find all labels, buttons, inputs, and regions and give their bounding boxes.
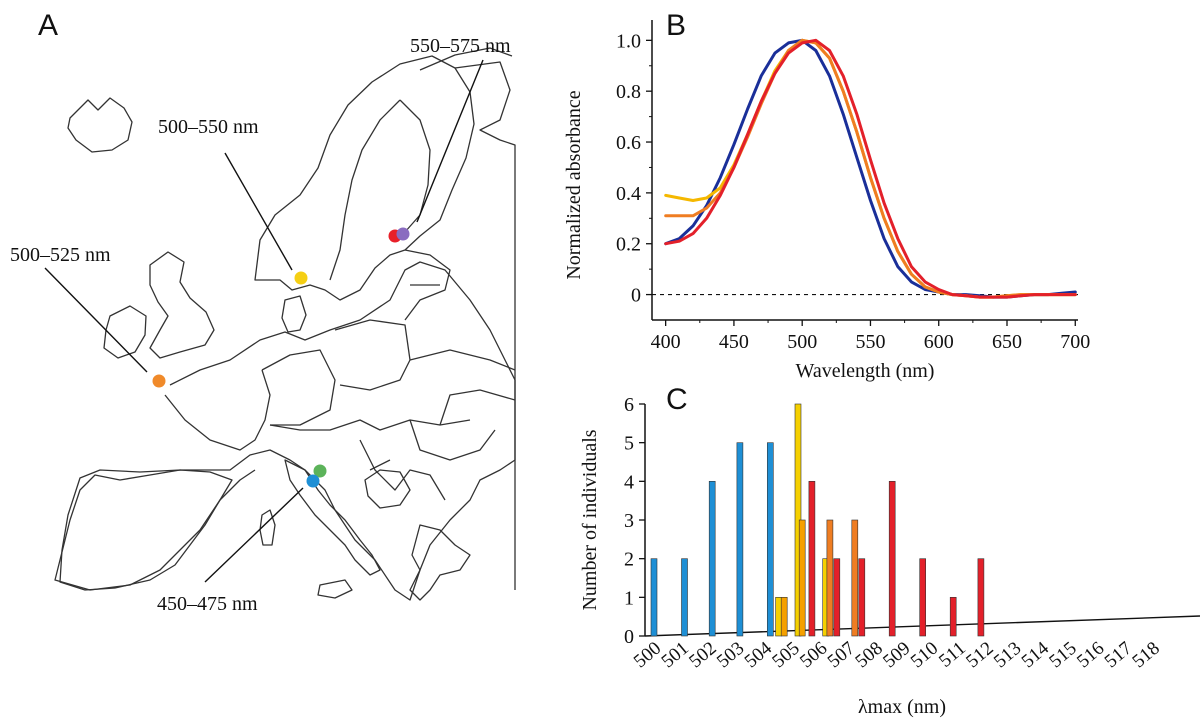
scandinavia-outline — [254, 55, 475, 301]
c-bar-5 — [775, 596, 782, 637]
b-y-tick-label: 1.0 — [616, 30, 641, 52]
c-y-tick-label: 0 — [624, 626, 634, 648]
b-series-line-0 — [664, 38, 1077, 299]
b-x-tick-label: 550 — [855, 331, 885, 353]
ukraine-border — [409, 349, 516, 426]
c-y-tick-label: 4 — [624, 471, 634, 493]
c-bar-16 — [919, 558, 927, 637]
finland-outline — [399, 99, 431, 233]
panel-b-letter: B — [666, 9, 686, 42]
denmark-outline — [281, 295, 307, 333]
c-x-tick-label: 518 — [1128, 638, 1163, 672]
leader-line-r4 — [204, 487, 304, 583]
c-bar-14 — [858, 558, 866, 637]
site-purple — [396, 227, 410, 241]
c-bar-11 — [826, 519, 834, 637]
leader-line-r1 — [416, 59, 484, 223]
c-bar-1 — [681, 558, 688, 637]
c-bar-3 — [736, 442, 744, 637]
b-x-tick-label: 400 — [651, 331, 681, 353]
site-orange — [152, 374, 166, 388]
france-border — [164, 369, 271, 451]
b-series-line-2 — [664, 38, 1077, 299]
italy-outline — [284, 459, 381, 576]
continent-outline — [54, 261, 516, 601]
kola-coast — [419, 47, 513, 71]
sea-outline — [364, 469, 411, 509]
panel-c-letter: C — [666, 383, 688, 416]
label-450-475: 450–475 nm — [157, 593, 258, 615]
c-y-tick-label: 6 — [624, 394, 634, 416]
leader-line-r3 — [44, 267, 148, 373]
site-green — [313, 464, 327, 478]
c-y-tick-label: 3 — [624, 510, 634, 532]
ireland-outline — [103, 305, 147, 359]
c-y-tick-label: 1 — [624, 587, 634, 609]
c-bar-12 — [833, 558, 841, 637]
panel-c-histogram: C 01234565005015025035045055065075085095… — [579, 383, 1200, 718]
c-bar-2 — [708, 480, 716, 637]
balkans-border — [359, 439, 446, 501]
b-x-tick-label: 650 — [992, 331, 1022, 353]
c-bar-13 — [851, 519, 859, 637]
east-border — [454, 61, 516, 590]
panel-a-letter: A — [38, 9, 58, 42]
b-y-tick-label: 0 — [631, 285, 641, 307]
c-bars-group — [650, 403, 985, 637]
sweden-border — [329, 99, 401, 281]
b-y-tick-label: 0.8 — [616, 81, 641, 103]
sicily-outline — [317, 579, 353, 599]
poland-border — [334, 319, 411, 391]
b-y-tick-label: 0.4 — [616, 183, 641, 205]
b-x-tick-label: 700 — [1060, 331, 1090, 353]
panel-a-map: A — [10, 9, 516, 615]
b-series-line-1 — [664, 38, 1077, 299]
c-bar-0 — [650, 558, 658, 637]
germany-border — [261, 349, 336, 426]
label-500-550: 500–550 nm — [158, 116, 259, 138]
iceland-outline — [67, 97, 133, 153]
b-x-tick-label: 600 — [924, 331, 954, 353]
c-y-tick-label: 5 — [624, 433, 634, 455]
site-blue — [306, 474, 320, 488]
c-bar-8 — [798, 519, 806, 637]
c-y-tick-label: 2 — [624, 549, 634, 571]
baltic-states — [404, 249, 451, 321]
b-axes: 0 0.2 0.4 0.6 0.8 1.0 400 450 500 550 600 650 700 — [616, 20, 1090, 353]
b-series-line-3 — [664, 38, 1077, 299]
label-550-575: 550–575 nm — [410, 35, 511, 57]
b-series-group — [664, 38, 1077, 299]
iberia-outline — [59, 469, 233, 591]
b-x-axis-label: Wavelength (nm) — [796, 360, 935, 382]
b-x-tick-label: 450 — [719, 331, 749, 353]
alps-border — [269, 419, 471, 431]
great-britain-outline — [149, 251, 215, 359]
leader-line-r2 — [224, 152, 293, 271]
c-bar-9 — [808, 480, 816, 637]
c-bar-4 — [766, 442, 774, 637]
b-y-axis-label: Normalized absorbance — [563, 90, 585, 279]
c-x-axis-label: λmax (nm) — [858, 696, 946, 718]
c-bar-15 — [888, 480, 896, 637]
greece-outline — [409, 524, 471, 601]
romania-border — [409, 419, 496, 461]
b-y-tick-label: 0.2 — [616, 234, 641, 256]
c-bar-6 — [780, 596, 788, 637]
label-500-525: 500–525 nm — [10, 244, 111, 266]
c-y-axis-label: Number of individuals — [579, 429, 601, 610]
site-yellow — [294, 271, 308, 285]
c-bar-18 — [977, 558, 985, 637]
c-bar-17 — [949, 596, 957, 637]
b-y-tick-label: 0.6 — [616, 132, 641, 154]
b-x-tick-label: 500 — [787, 331, 817, 353]
